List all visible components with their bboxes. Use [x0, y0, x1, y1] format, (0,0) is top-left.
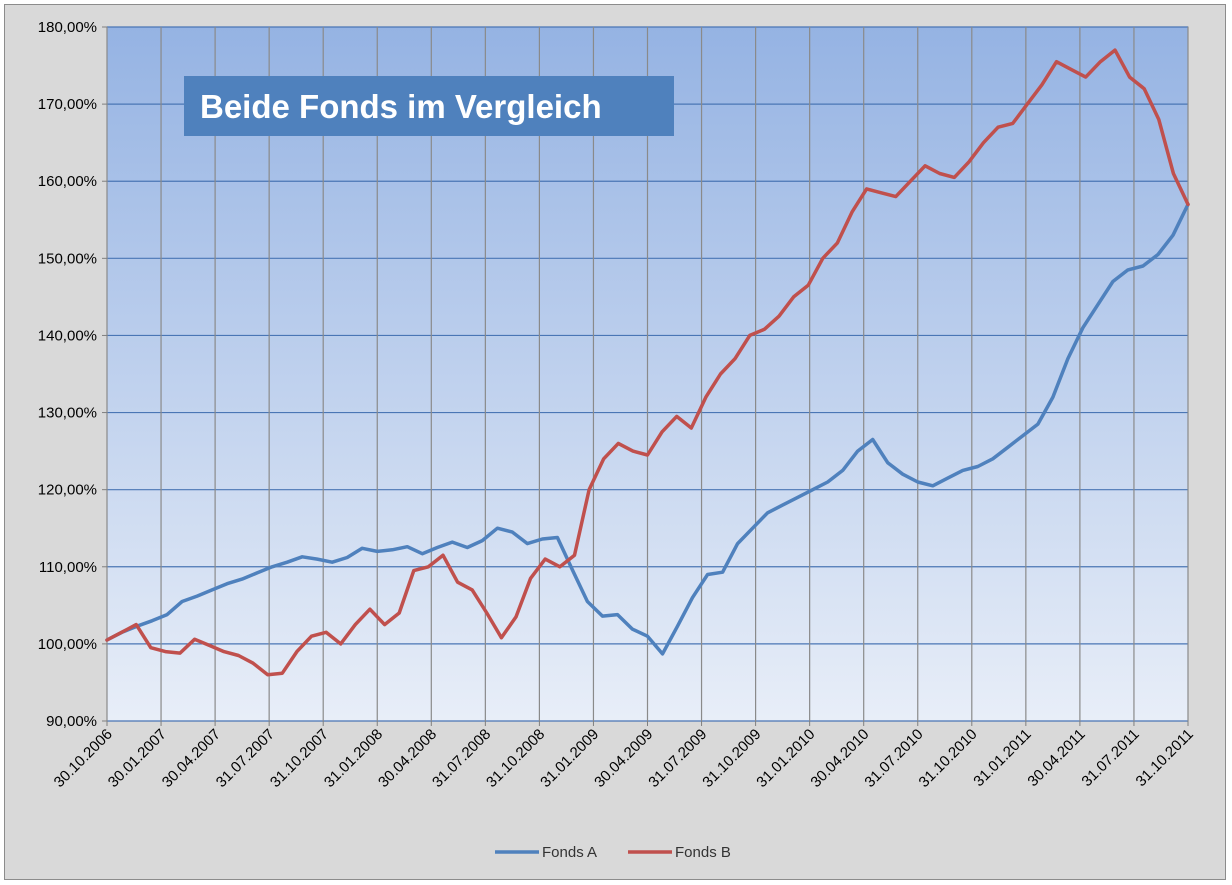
series-lines [105, 48, 1190, 677]
y-tick-label: 160,00% [38, 173, 97, 190]
y-tick-label: 150,00% [38, 250, 97, 267]
x-tick-label: 31.10.2010 [916, 726, 981, 791]
x-tick-label: 31.01.2011 [970, 726, 1034, 790]
chart-title-box [184, 76, 674, 136]
y-tick-label: 170,00% [38, 96, 97, 113]
y-tick-label: 100,00% [38, 636, 97, 653]
y-axis-ticks: 90,00% 100,00% 110,00% 120,00% 130,00% 140,00… [38, 19, 107, 730]
legend-label: Fonds B [675, 844, 731, 861]
chart-title: Beide Fonds im Vergleich [184, 76, 674, 136]
y-tick-label: 90,00% [46, 713, 97, 730]
x-tick-label: 30.04.2011 [1024, 726, 1088, 790]
series-line-fonds-a [105, 202, 1190, 656]
y-tick-label: 140,00% [38, 327, 97, 344]
y-tick-label: 110,00% [39, 559, 97, 576]
y-tick-label: 120,00% [38, 482, 97, 499]
y-tick-label: 180,00% [38, 19, 97, 36]
legend: Fonds A Fonds B [495, 844, 731, 861]
legend-label: Fonds A [542, 844, 597, 861]
grid-lines [106, 26, 1189, 722]
chart-title-text: Beide Fonds im Vergleich [200, 88, 602, 125]
y-tick-label: 130,00% [38, 405, 97, 422]
series-line-fonds-b [105, 48, 1190, 677]
x-tick-label: 31.10.2011 [1133, 726, 1197, 790]
x-axis-ticks: 30.10.200630.01.200730.04.200731.07.2007… [51, 721, 1197, 791]
x-tick-label: 31.07.2011 [1078, 726, 1142, 790]
